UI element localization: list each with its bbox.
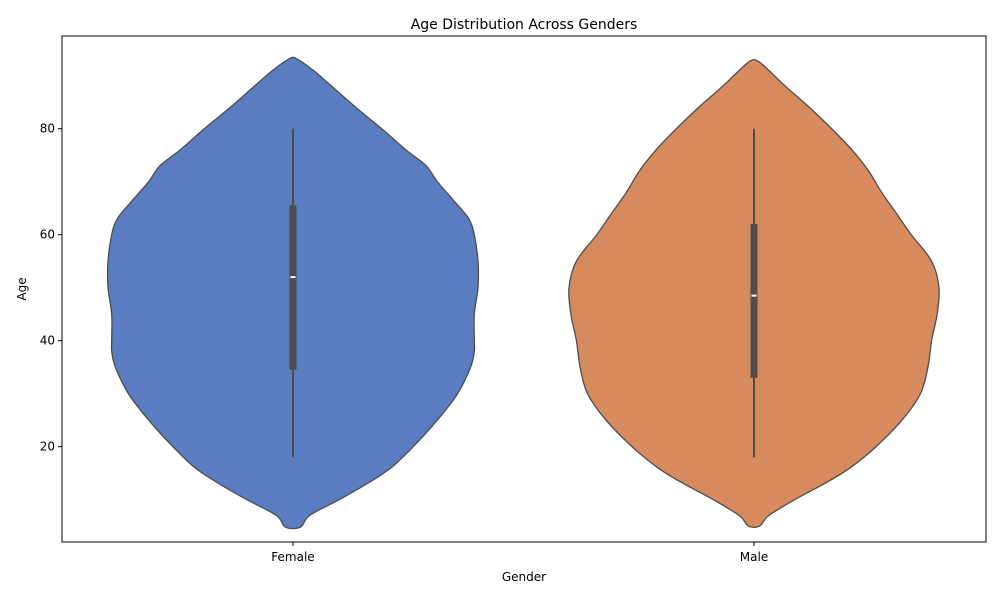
x-axis-label: Gender: [502, 570, 546, 584]
axes-frame: [61, 35, 987, 543]
x-tick-label-male: Male: [740, 550, 768, 564]
y-tick-label: 80: [40, 122, 55, 136]
y-tick-label: 40: [40, 334, 55, 348]
y-axis-label: Age: [15, 277, 29, 300]
x-axis: Female Male: [271, 542, 768, 564]
y-tick-label: 60: [40, 228, 55, 242]
plot-area: [106, 56, 940, 530]
iqr-box-female: [289, 205, 297, 370]
x-tick-label-female: Female: [271, 550, 314, 564]
chart-title: Age Distribution Across Genders: [411, 17, 638, 33]
iqr-box-male: [750, 224, 758, 378]
y-tick-label: 20: [40, 440, 55, 454]
y-axis: 20 40 60 80: [40, 122, 62, 454]
